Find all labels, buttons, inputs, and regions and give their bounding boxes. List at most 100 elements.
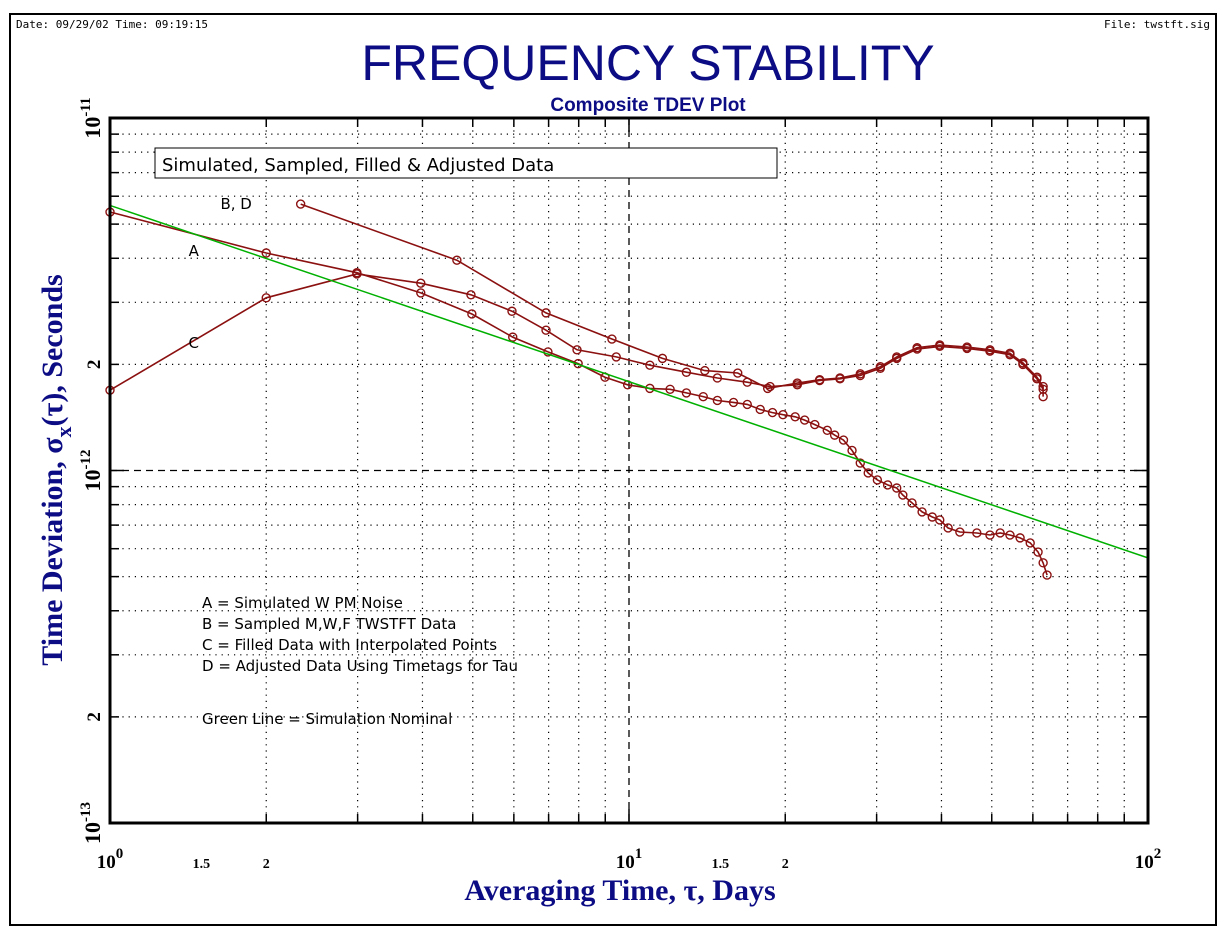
data-point: [847, 445, 857, 456]
x-tick-base: 10: [616, 852, 635, 873]
legend-note: D = Adjusted Data Using Timetags for Tau: [202, 657, 518, 675]
x-tick-exponent: 0: [116, 846, 124, 862]
x-tick-label: 1.5: [712, 857, 730, 872]
data-point: [767, 407, 778, 418]
y-tick-label: 10-12: [78, 450, 105, 492]
chart-title: FREQUENCY STABILITY: [361, 35, 934, 91]
x-tick-exponent: 2: [1154, 846, 1162, 862]
data-point: [972, 528, 982, 538]
info-box-text: Simulated, Sampled, Filled & Adjusted Da…: [162, 155, 554, 176]
data-point: [917, 507, 927, 517]
data-point: [1005, 530, 1015, 540]
data-point: [1018, 359, 1028, 370]
y-tick-base: 10: [80, 117, 105, 139]
data-point: [790, 412, 800, 422]
x-tick-label: 100: [97, 846, 124, 873]
data-point: [507, 306, 517, 316]
data-point: [838, 435, 849, 445]
data-point: [541, 308, 551, 318]
data-point: [799, 415, 810, 425]
x-tick-label: 101: [616, 846, 643, 873]
data-point: [995, 528, 1005, 538]
x-tick-base: 10: [1135, 852, 1154, 873]
data-point: [607, 334, 617, 344]
grid: [110, 118, 1148, 823]
series-c: [105, 269, 1048, 395]
data-point: [645, 360, 655, 370]
y-tick-label: 10-11: [78, 97, 105, 138]
data-point: [892, 353, 902, 364]
data-point: [855, 370, 865, 381]
data-point: [1038, 384, 1048, 394]
chart-subtitle: Composite TDEV Plot: [550, 95, 746, 116]
data-point: [985, 346, 995, 356]
data-point: [657, 353, 668, 364]
y-tick-label: 10-13: [78, 802, 105, 844]
series-a: [105, 207, 1052, 580]
data-point: [822, 425, 832, 436]
data-point: [611, 352, 621, 362]
y-tick-label: 2: [84, 712, 105, 722]
data-point: [985, 530, 995, 540]
series-line: [109, 211, 1048, 576]
y-tick-exponent: -11: [78, 97, 94, 116]
data-point: [733, 368, 743, 378]
data-point: [572, 345, 582, 355]
series-line: [300, 203, 1044, 397]
series-line: [109, 204, 1149, 559]
y-axis-title-sub: x: [51, 426, 76, 437]
data-point: [1025, 538, 1035, 548]
data-point: [712, 373, 723, 383]
data-point: [882, 480, 893, 490]
data-point: [1015, 533, 1025, 543]
y-axis-title-main: Time Deviation, σ: [36, 437, 69, 666]
data-point: [261, 293, 271, 303]
data-point: [892, 483, 902, 493]
annotations: B, D A C: [189, 195, 252, 352]
series-green-line: [109, 204, 1149, 559]
legend-notes: A = Simulated W PM Noise B = Sampled M,W,…: [202, 594, 518, 728]
data-point: [912, 344, 922, 354]
info-box-frame: [154, 147, 778, 179]
data-point: [935, 341, 945, 352]
data-point: [855, 458, 865, 468]
data-point: [645, 383, 655, 394]
outer-frame: [9, 13, 1217, 926]
info-box: Simulated, Sampled, Filled & Adjusted Da…: [154, 147, 778, 179]
data-point: [742, 399, 752, 410]
x-tick-label: 1.5: [193, 857, 211, 872]
data-point: [762, 383, 773, 394]
data-point: [829, 430, 840, 440]
data-point: [1042, 570, 1052, 580]
series-line: [109, 273, 1044, 391]
data-point: [765, 381, 775, 392]
data-point: [352, 269, 362, 279]
data-point: [810, 419, 820, 430]
data-point: [1038, 381, 1048, 392]
x-tick-label: 102: [1135, 846, 1162, 873]
data-point: [898, 490, 908, 500]
data-point: [778, 409, 788, 420]
data-point: [742, 377, 752, 387]
y-tick-base: 10: [80, 470, 105, 492]
data-point: [452, 255, 462, 265]
data-point: [681, 388, 692, 398]
data-point: [872, 475, 883, 485]
x-tick-label: 2: [263, 857, 270, 872]
data-point: [728, 397, 739, 408]
y-tick-exponent: -13: [78, 802, 94, 822]
data-point: [814, 375, 825, 386]
legend-note: Green Line = Simulation Nominal: [202, 710, 452, 728]
data-point: [1005, 350, 1015, 360]
data-point: [835, 374, 845, 384]
data-point: [261, 248, 271, 258]
data-point: [466, 290, 476, 300]
data-point: [467, 309, 477, 319]
data-point: [681, 367, 692, 377]
series-layer: [105, 199, 1149, 580]
data-point: [907, 498, 917, 508]
data-point: [508, 332, 518, 342]
series-b-d: [295, 199, 1048, 402]
